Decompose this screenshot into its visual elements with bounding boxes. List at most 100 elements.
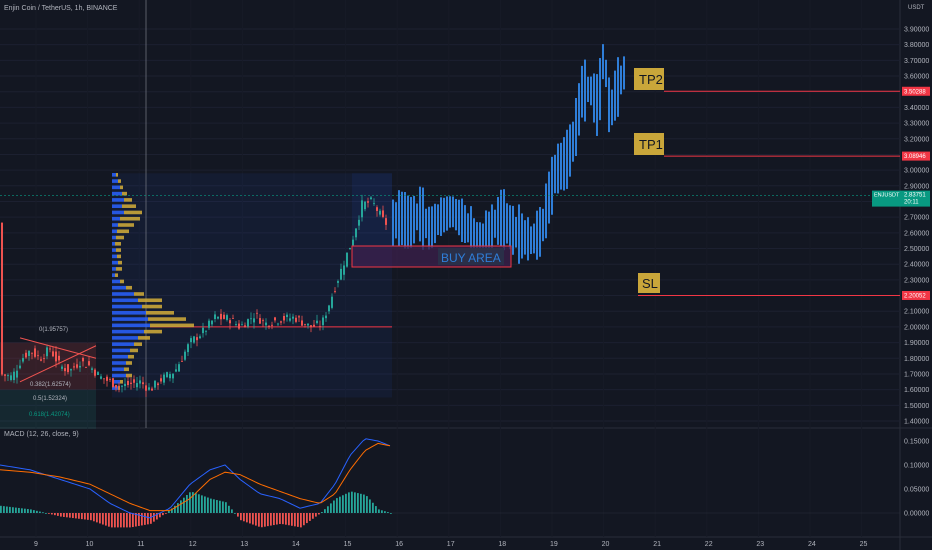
- volume-bar-down: [128, 354, 134, 359]
- macd-histogram-bar: [78, 513, 80, 519]
- macd-histogram-bar: [369, 499, 371, 513]
- candle-body: [196, 337, 198, 341]
- macd-histogram-bar: [372, 502, 374, 513]
- macd-histogram-bar: [276, 513, 278, 525]
- macd-histogram-bar: [156, 513, 158, 520]
- axes: 3.900003.800003.700003.600003.500003.400…: [34, 27, 929, 549]
- price-tick: 2.00000: [904, 324, 929, 331]
- macd-histogram-bar: [162, 513, 164, 516]
- candle-body: [133, 379, 135, 383]
- candle-body: [289, 318, 291, 321]
- price-tick: 1.40000: [904, 419, 929, 426]
- time-tick: 13: [240, 541, 248, 548]
- candle-body: [10, 375, 12, 381]
- candle-body: [373, 203, 375, 205]
- macd-histogram-bar: [135, 513, 137, 527]
- price-tick: 3.80000: [904, 42, 929, 49]
- price-tick: 2.90000: [904, 183, 929, 190]
- macd-histogram-bar: [234, 513, 236, 514]
- macd-histogram-bar: [324, 509, 326, 513]
- candle-body: [244, 325, 246, 328]
- sl-label: SL: [642, 276, 658, 291]
- volume-bar-down: [124, 367, 129, 372]
- candle-body: [337, 281, 339, 283]
- svg-text:3.50288: 3.50288: [904, 89, 926, 95]
- macd-histogram-bar: [321, 512, 323, 513]
- time-tick: 19: [550, 541, 558, 548]
- volume-bar-up: [112, 373, 126, 378]
- price-tick: 1.90000: [904, 340, 929, 347]
- macd-histogram-bar: [240, 513, 242, 521]
- candle-body: [46, 347, 48, 357]
- macd-histogram-bar: [48, 513, 50, 514]
- fib-box-green: [0, 389, 96, 429]
- macd-histogram-bar: [93, 513, 95, 522]
- candle-body: [187, 344, 189, 353]
- candle-body: [304, 323, 306, 325]
- currency-label[interactable]: USDT: [908, 5, 925, 11]
- volume-bar-down: [116, 248, 121, 252]
- time-tick: 24: [808, 541, 816, 548]
- price-tick: 1.60000: [904, 387, 929, 394]
- macd-histogram-bar: [237, 513, 239, 517]
- macd-histogram-bar: [210, 498, 212, 513]
- macd-histogram-bar: [69, 513, 71, 518]
- volume-bar-up: [112, 311, 146, 315]
- volume-bar-down: [124, 198, 132, 202]
- macd-histogram-bar: [279, 513, 281, 524]
- candle-body: [166, 372, 168, 378]
- volume-bar-down: [120, 185, 123, 190]
- candle-body: [310, 325, 312, 328]
- candle-body: [73, 366, 75, 368]
- candle-body: [382, 210, 384, 217]
- volume-bar-up: [112, 242, 115, 246]
- macd-histogram-bar: [282, 513, 284, 525]
- macd-histogram-bar: [6, 506, 8, 513]
- candle-body: [343, 265, 345, 275]
- target-levels: [0, 90, 900, 296]
- price-tag-sl: 2.20052: [902, 290, 930, 300]
- volume-bar-up: [112, 329, 144, 334]
- macd-histogram-bar: [81, 513, 83, 520]
- macd-histogram-bar: [249, 513, 251, 524]
- candle-body: [256, 312, 258, 314]
- macd-histogram-bar: [225, 502, 227, 513]
- candle-body: [376, 207, 378, 211]
- price-tag-tp1: 3.08946: [902, 151, 930, 161]
- candle-body: [124, 383, 126, 387]
- candle-body: [265, 322, 267, 326]
- macd-histogram-bar: [204, 496, 206, 513]
- candle-body: [7, 375, 9, 377]
- macd-histogram-bar: [357, 493, 359, 513]
- macd-tick: 0.05000: [904, 487, 929, 494]
- candle-body: [67, 364, 69, 373]
- volume-bar-down: [138, 298, 162, 303]
- macd-histogram-bar: [330, 503, 332, 513]
- candle-body: [97, 372, 99, 376]
- macd-histogram-bar: [219, 500, 221, 513]
- volume-bar-down: [144, 329, 162, 334]
- macd-histogram-bar: [12, 507, 14, 513]
- candle-body: [112, 378, 114, 388]
- macd-histogram-bar: [378, 509, 380, 513]
- candle-body: [361, 200, 363, 218]
- volume-bar-up: [112, 248, 116, 252]
- macd-histogram-bar: [261, 513, 263, 528]
- candle-body: [49, 348, 51, 350]
- macd-histogram-bar: [141, 513, 143, 526]
- volume-bar-down: [122, 204, 136, 208]
- macd-histogram-bar: [198, 494, 200, 513]
- macd-histogram-bar: [36, 510, 38, 513]
- candle-body: [274, 317, 276, 321]
- macd-histogram-bar: [177, 503, 179, 513]
- candle-body: [319, 326, 321, 327]
- candle-body: [121, 385, 123, 387]
- macd-histogram-bar: [150, 513, 152, 524]
- candle-body: [253, 318, 255, 323]
- volume-bar-up: [112, 267, 116, 271]
- volume-bar-down: [116, 267, 122, 271]
- price-tick: 2.50000: [904, 246, 929, 253]
- tp1-label: TP1: [639, 137, 663, 152]
- macd-histogram-bar: [21, 508, 23, 513]
